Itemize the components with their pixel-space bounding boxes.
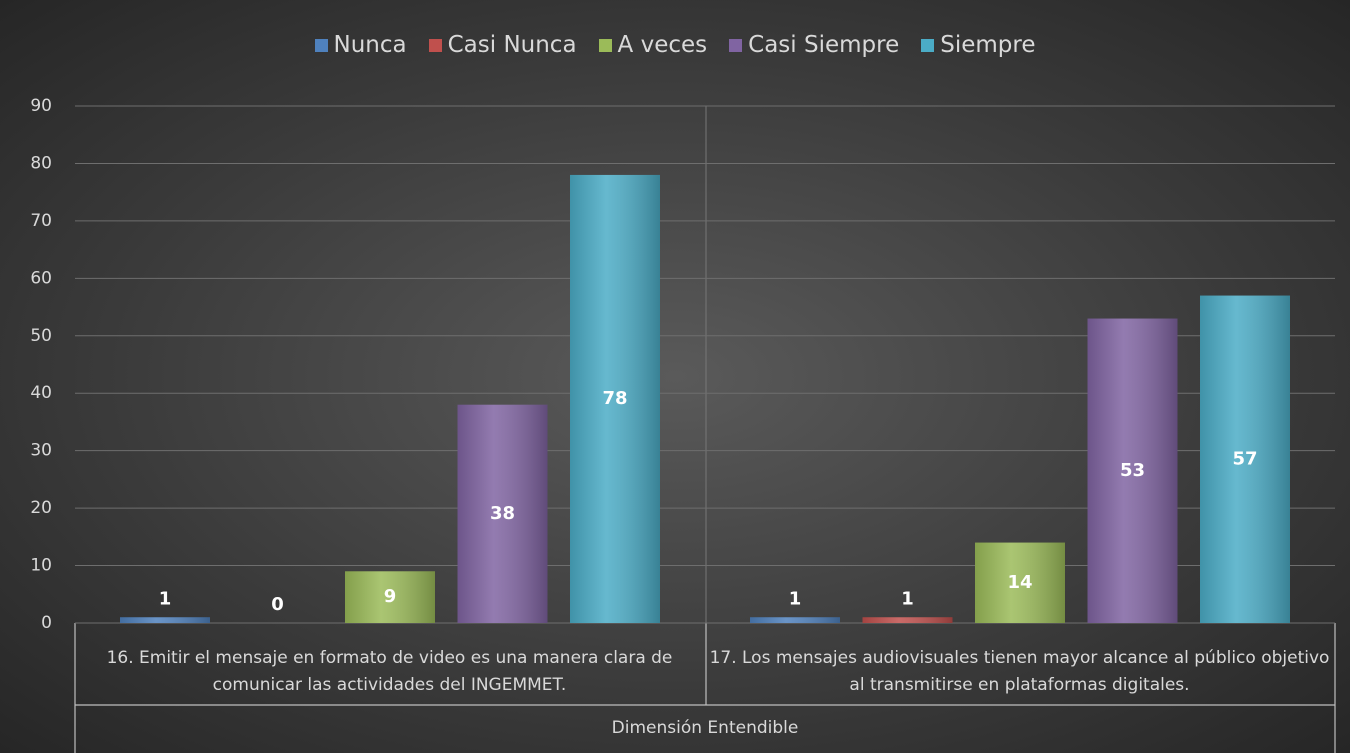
axis-frame [74, 106, 1336, 753]
y-tick-label: 70 [30, 211, 52, 231]
x-tick-label: 17. Los mensajes audiovisuales tienen ma… [709, 648, 1330, 695]
legend-item: Casi Siempre [729, 32, 899, 58]
bar-shade [570, 174, 660, 623]
data-label: 1 [159, 588, 172, 609]
data-label: 78 [602, 388, 627, 409]
data-label: 14 [1007, 572, 1032, 593]
bar-shade [1087, 318, 1178, 623]
bar-shade [1200, 295, 1290, 623]
data-label: 1 [901, 588, 914, 609]
y-tick-label: 50 [30, 326, 52, 346]
data-label: 38 [490, 503, 515, 524]
legend-swatch [314, 38, 328, 52]
y-tick-label: 10 [30, 556, 52, 576]
data-label: 9 [384, 586, 397, 607]
y-tick-label: 80 [30, 153, 52, 173]
legend-swatch [598, 38, 612, 52]
legend-item: A veces [598, 32, 708, 58]
legend-label: Casi Siempre [748, 32, 900, 58]
legend: Nunca Casi Nunca A veces Casi Siempre Siempr… [0, 32, 1350, 58]
y-tick-label: 20 [30, 498, 52, 518]
y-tick-label: 60 [30, 268, 52, 288]
bar-shade [345, 571, 435, 623]
legend-label: Casi Nunca [447, 32, 577, 58]
legend-item: Siempre [921, 32, 1035, 58]
legend-swatch [921, 38, 935, 52]
y-tick-label: 90 [30, 96, 52, 116]
legend-label: A veces [617, 32, 708, 58]
bar-shade [862, 617, 953, 623]
legend-swatch [729, 38, 743, 52]
bar-shade [457, 404, 548, 623]
bar-shade [120, 617, 210, 623]
data-label: 0 [271, 594, 284, 615]
y-tick-label: 0 [41, 613, 52, 633]
legend-label: Nunca [333, 32, 407, 58]
data-label: 57 [1232, 448, 1257, 469]
legend-label: Siempre [940, 32, 1036, 58]
legend-item: Casi Nunca [428, 32, 577, 58]
bar-shade [750, 617, 840, 623]
y-tick-label: 30 [30, 441, 52, 461]
x-axis-label: Dimensión Entendible [611, 718, 799, 738]
x-tick-label: 16. Emitir el mensaje en formato de vide… [106, 648, 673, 695]
legend-item: Nunca [314, 32, 407, 58]
legend-swatch [428, 38, 442, 52]
data-label: 1 [789, 588, 802, 609]
data-label: 53 [1120, 460, 1145, 481]
bar-shade [975, 542, 1065, 623]
y-tick-label: 40 [30, 383, 52, 403]
